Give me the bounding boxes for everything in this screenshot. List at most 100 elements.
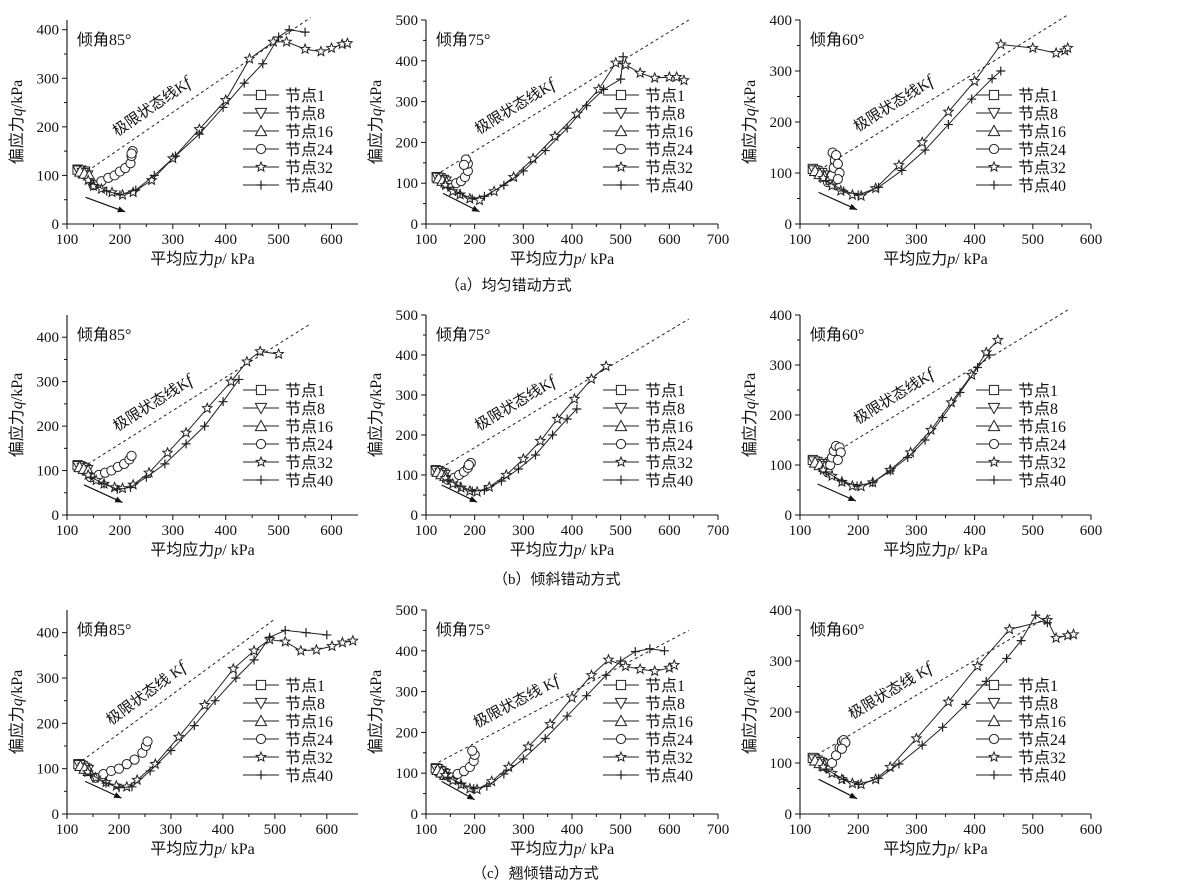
- data-point: [210, 696, 220, 706]
- x-tick-label: 300: [160, 822, 183, 838]
- data-point: [496, 476, 506, 486]
- series-节点40: [821, 350, 994, 491]
- x-tick-label: 200: [109, 523, 132, 539]
- y-tick-label: 500: [396, 13, 419, 29]
- x-axis-label-symbol: p: [213, 841, 222, 858]
- data-point: [145, 173, 158, 186]
- limit-state-line: [433, 629, 690, 766]
- data-point: [648, 664, 661, 677]
- legend-marker: [614, 697, 628, 710]
- data-point: [467, 486, 477, 496]
- data-point: [600, 359, 613, 372]
- legend-entry: 节点32: [645, 749, 693, 767]
- data-point: [248, 644, 261, 656]
- direction-arrowhead: [469, 496, 478, 503]
- series-节点24: [822, 734, 851, 774]
- data-point: [551, 412, 564, 425]
- data-point: [531, 450, 540, 460]
- series-节点40: [443, 404, 582, 496]
- data-point: [968, 74, 981, 87]
- data-point: [942, 105, 955, 117]
- y-axis-label-unit: /kPa: [368, 670, 385, 698]
- x-tick-label: 200: [847, 232, 870, 248]
- x-tick-label: 500: [609, 523, 632, 539]
- limit-state-label: 极限状态线 Kf: [845, 657, 938, 723]
- legend-entry: 节点8: [285, 105, 325, 123]
- data-point: [85, 769, 95, 779]
- x-tick-label: 400: [214, 523, 237, 539]
- series-节点40: [86, 25, 310, 200]
- legend-marker: [987, 402, 1001, 415]
- data-point: [1061, 41, 1074, 54]
- legend-entry: 节点32: [1018, 159, 1066, 177]
- data-point: [299, 42, 312, 55]
- limit-state-line: [77, 323, 311, 471]
- data-point: [254, 345, 267, 357]
- data-point: [112, 484, 122, 494]
- direction-arrowhead: [466, 793, 475, 800]
- legend-entry: 节点24: [645, 436, 693, 454]
- legend-entry: 节点16: [645, 123, 693, 141]
- x-tick-label: 600: [658, 523, 681, 539]
- data-point: [670, 70, 683, 83]
- y-tick-label: 400: [396, 644, 419, 660]
- y-tick-label: 400: [396, 348, 419, 364]
- data-point: [518, 166, 528, 176]
- data-point: [874, 182, 884, 192]
- data-point: [280, 35, 293, 47]
- y-tick-label: 100: [37, 168, 60, 184]
- y-tick-label: 100: [396, 766, 419, 782]
- legend-marker: [615, 438, 627, 450]
- y-tick-label: 400: [770, 308, 793, 324]
- data-point: [994, 38, 1007, 50]
- data-point: [894, 759, 904, 769]
- x-tick-label: 400: [214, 232, 237, 248]
- y-tick-label: 100: [37, 464, 60, 480]
- legend-entry: 节点40: [285, 767, 333, 785]
- y-tick-label: 0: [411, 508, 419, 524]
- data-point: [458, 159, 470, 170]
- legend-marker: [254, 124, 268, 137]
- data-point: [903, 453, 913, 462]
- direction-arrowhead: [849, 792, 858, 799]
- legend-entry: 节点40: [285, 177, 333, 195]
- data-point: [446, 185, 459, 197]
- y-tick-label: 0: [52, 217, 60, 233]
- data-point: [961, 699, 971, 709]
- data-point: [1016, 636, 1026, 646]
- x-axis-label-symbol: p: [573, 251, 582, 268]
- data-point: [984, 350, 994, 360]
- data-point: [830, 150, 842, 161]
- legend-entry: 节点40: [645, 767, 693, 785]
- legend-entry: 节点16: [645, 418, 693, 436]
- legend-marker: [989, 770, 999, 780]
- legend-entry: 节点8: [645, 400, 685, 418]
- data-point: [127, 186, 140, 198]
- data-point: [166, 746, 176, 756]
- legend-marker: [987, 697, 1001, 710]
- data-point: [102, 186, 112, 196]
- data-point: [602, 653, 615, 665]
- legend-marker: [614, 402, 628, 415]
- data-point: [127, 782, 137, 792]
- x-tick-label: 100: [415, 232, 438, 248]
- data-point: [243, 52, 256, 64]
- data-point: [469, 784, 479, 794]
- legend-entry: 节点40: [1018, 767, 1066, 785]
- y-tick-label: 0: [785, 807, 793, 823]
- x-tick-label: 600: [658, 232, 681, 248]
- data-point: [601, 670, 611, 680]
- series-节点40: [85, 625, 332, 793]
- y-tick-label: 100: [770, 458, 793, 474]
- legend-entry: 节点24: [285, 141, 333, 159]
- data-point: [240, 355, 253, 367]
- y-axis-label-text: 偏应力: [740, 706, 759, 754]
- chart-panel-2: 100 200 300 400 500 600 7000100200300400500平均应…: [366, 13, 729, 268]
- legend-marker: [254, 107, 268, 120]
- x-tick-label: 200: [847, 523, 870, 539]
- legend-entry: 节点8: [285, 695, 325, 713]
- y-axis-label-symbol: q: [368, 108, 385, 116]
- data-point: [1067, 628, 1080, 640]
